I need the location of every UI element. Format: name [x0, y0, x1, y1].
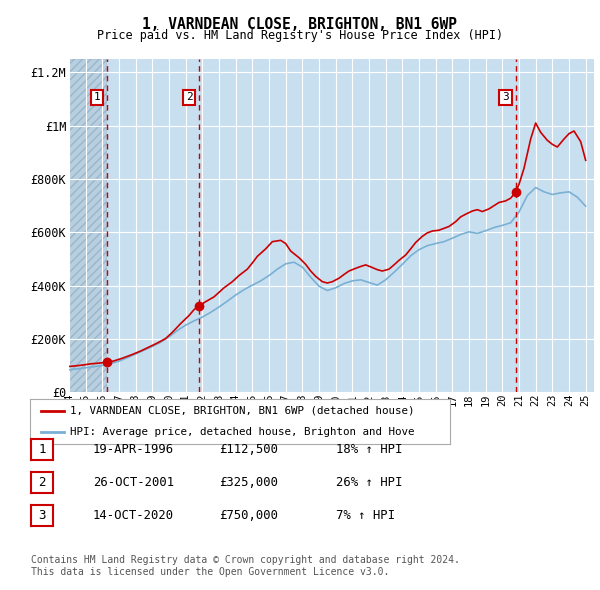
- Text: 2: 2: [186, 93, 193, 102]
- Text: 26-OCT-2001: 26-OCT-2001: [93, 476, 174, 489]
- Text: 18% ↑ HPI: 18% ↑ HPI: [336, 443, 403, 456]
- Text: £750,000: £750,000: [219, 509, 278, 522]
- Text: 3: 3: [502, 93, 509, 102]
- Text: 1: 1: [94, 93, 101, 102]
- Text: Contains HM Land Registry data © Crown copyright and database right 2024.
This d: Contains HM Land Registry data © Crown c…: [31, 555, 460, 577]
- Text: 19-APR-1996: 19-APR-1996: [93, 443, 174, 456]
- Text: 2: 2: [38, 476, 46, 489]
- Text: Price paid vs. HM Land Registry's House Price Index (HPI): Price paid vs. HM Land Registry's House …: [97, 30, 503, 42]
- Bar: [69, 59, 107, 392]
- Text: 1, VARNDEAN CLOSE, BRIGHTON, BN1 6WP: 1, VARNDEAN CLOSE, BRIGHTON, BN1 6WP: [143, 17, 458, 31]
- Text: 3: 3: [38, 509, 46, 522]
- Bar: [515, 59, 594, 392]
- Text: HPI: Average price, detached house, Brighton and Hove: HPI: Average price, detached house, Brig…: [70, 428, 415, 437]
- Text: 26% ↑ HPI: 26% ↑ HPI: [336, 476, 403, 489]
- Text: £325,000: £325,000: [219, 476, 278, 489]
- Text: 1, VARNDEAN CLOSE, BRIGHTON, BN1 6WP (detached house): 1, VARNDEAN CLOSE, BRIGHTON, BN1 6WP (de…: [70, 406, 415, 416]
- Bar: [107, 59, 199, 392]
- Bar: [199, 59, 515, 392]
- Text: 14-OCT-2020: 14-OCT-2020: [93, 509, 174, 522]
- Text: 1: 1: [38, 443, 46, 456]
- Text: £112,500: £112,500: [219, 443, 278, 456]
- Text: 7% ↑ HPI: 7% ↑ HPI: [336, 509, 395, 522]
